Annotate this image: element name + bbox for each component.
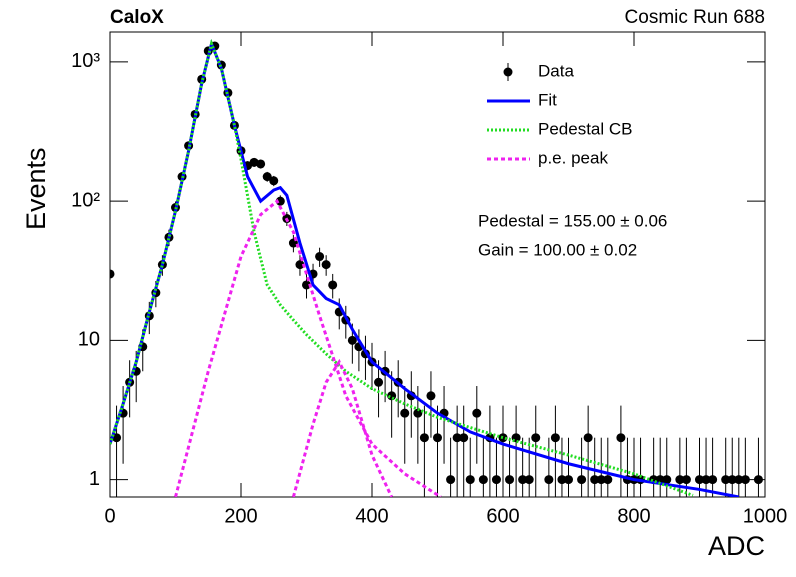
data-point — [433, 433, 442, 443]
data-point — [419, 433, 429, 443]
data-point — [727, 475, 737, 485]
data-point — [472, 408, 482, 418]
data-point — [446, 475, 456, 485]
y-tick-label: 10 — [78, 329, 100, 351]
chart-subtitle: Cosmic Run 688 — [625, 7, 765, 28]
chart-title: CaloX — [110, 7, 164, 28]
data-point — [465, 475, 475, 485]
data-point — [708, 475, 718, 485]
data-point — [557, 475, 567, 485]
data-point — [491, 475, 501, 485]
legend-label: Pedestal CB — [538, 119, 633, 138]
y-axis-label: Events — [21, 147, 51, 230]
fit-curve — [110, 38, 694, 497]
data-point — [302, 280, 311, 290]
legend-label: p.e. peak — [538, 148, 608, 167]
data-point — [662, 475, 672, 485]
plot-area — [110, 38, 763, 497]
x-tick-label: 400 — [355, 505, 388, 527]
data-point — [459, 433, 469, 443]
data-point — [400, 408, 410, 418]
data-point — [295, 260, 305, 270]
data-point — [498, 433, 508, 443]
data-point — [321, 260, 331, 270]
data-point — [328, 280, 338, 290]
data-point — [603, 475, 613, 485]
data-point — [583, 433, 593, 443]
data-point — [426, 391, 436, 401]
data-point — [110, 269, 115, 279]
data-point — [695, 475, 704, 485]
data-point — [681, 475, 691, 485]
data-point — [269, 176, 279, 186]
annotation: Gain = 100.00 ± 0.02 — [478, 240, 637, 259]
data-point — [256, 159, 266, 169]
data-point — [550, 433, 560, 443]
data-point — [721, 475, 731, 485]
data-point — [524, 475, 534, 485]
data-point — [374, 377, 384, 387]
y-tick-label: 10² — [71, 189, 100, 211]
y-tick-label: 1 — [89, 468, 100, 490]
legend-label: Data — [538, 61, 574, 80]
data-point — [452, 433, 462, 443]
x-tick-label: 800 — [617, 505, 650, 527]
data-point — [675, 475, 685, 485]
annotation: Pedestal = 155.00 ± 0.06 — [478, 211, 667, 230]
data-point — [505, 475, 515, 485]
data-point — [413, 408, 423, 418]
x-tick-label: 0 — [104, 505, 115, 527]
x-tick-label: 200 — [224, 505, 257, 527]
data-point — [531, 433, 541, 443]
legend-label: Fit — [538, 90, 557, 109]
x-tick-label: 1000 — [743, 505, 788, 527]
data-point — [544, 475, 554, 485]
fit-curve — [291, 358, 394, 497]
data-point — [518, 475, 528, 485]
y-tick-label: 10³ — [71, 50, 100, 72]
data-point — [564, 475, 573, 485]
data-point — [590, 475, 600, 485]
data-point — [315, 252, 325, 262]
data-point — [577, 475, 587, 485]
x-axis-label: ADC — [708, 531, 765, 561]
data-point — [262, 172, 272, 182]
data-point — [616, 433, 626, 443]
data-point — [701, 475, 711, 485]
data-point — [347, 335, 357, 345]
x-tick-label: 600 — [486, 505, 519, 527]
data-point — [275, 196, 285, 206]
data-point — [478, 475, 488, 485]
data-point — [596, 475, 606, 485]
data-point — [740, 475, 750, 485]
fit-curve — [174, 198, 442, 497]
data-point — [734, 475, 744, 485]
